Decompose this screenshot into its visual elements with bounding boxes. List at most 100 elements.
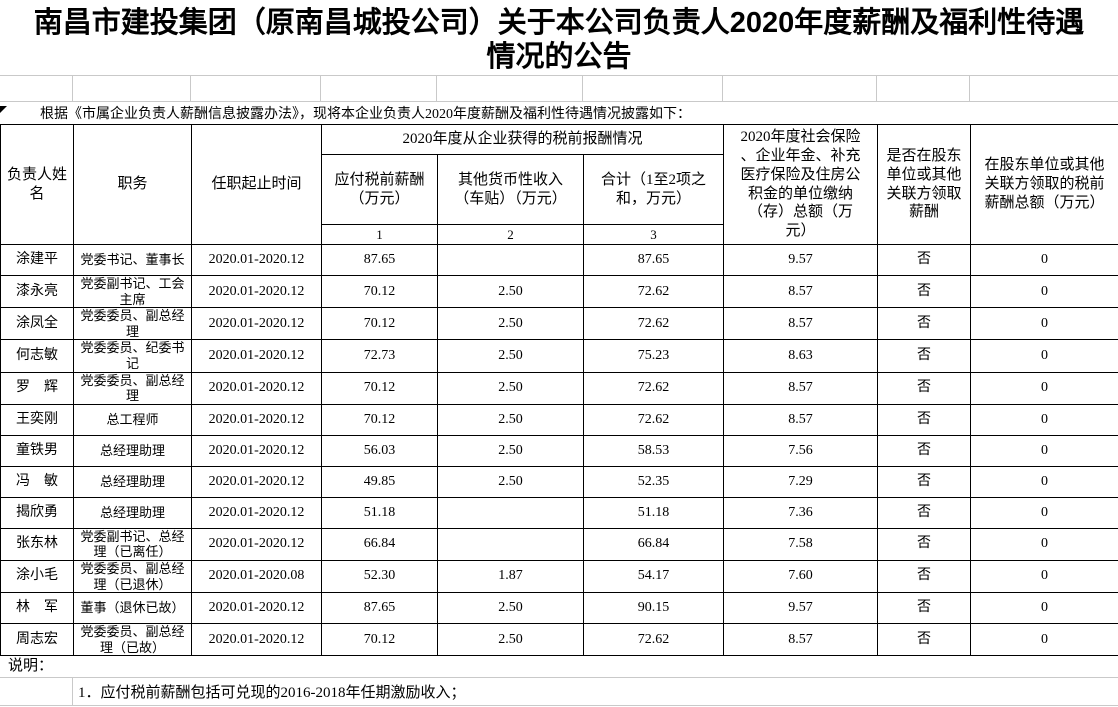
cell-social: 9.57 <box>723 244 879 276</box>
cell-name: 冯 敏 <box>0 465 74 498</box>
cell-other: 2.50 <box>437 434 584 467</box>
cell-other <box>437 527 584 561</box>
corner-marker-icon <box>0 106 7 113</box>
cell-pretax: 49.85 <box>321 465 438 498</box>
table-row: 涂小毛 党委委员、副总经理（已退休） 2020.01-2020.08 52.30 1.8… <box>0 559 1118 594</box>
header-term: 任职起止时间 <box>191 124 322 245</box>
cell-other: 2.50 <box>437 403 584 436</box>
table-row: 罗 辉党委委员、副总经理 2020.01-2020.12 70.12 2.50 72.6… <box>0 371 1118 405</box>
page-title: 南昌市建投集团（原南昌城投公司）关于本公司负责人2020年度薪酬及福利性待遇 情… <box>33 7 1085 73</box>
cell-social: 7.56 <box>723 434 879 467</box>
cell-position: 党委委员、副总经理 <box>73 371 192 405</box>
cell-social: 7.36 <box>723 496 879 529</box>
cell-total: 72.62 <box>582 403 725 436</box>
cell-pretax: 56.03 <box>321 434 438 467</box>
note-indent-cell <box>0 678 73 706</box>
grid-cell <box>583 76 723 101</box>
cell-pretax: 72.73 <box>321 339 438 373</box>
header-col-number-2: 2 <box>437 224 584 245</box>
cell-name: 王奕刚 <box>0 403 74 436</box>
cell-position: 党委副书记、工会主席 <box>73 274 192 309</box>
header-income-group: 2020年度从企业获得的税前报酬情况 <box>320 124 725 155</box>
header-position: 职务 <box>73 124 192 245</box>
cell-related-pay: 否 <box>877 244 972 276</box>
table-row: 林 军董事（退休已故） 2020.01-2020.12 87.65 2.50 90.15… <box>0 592 1118 625</box>
cell-related-amount: 0 <box>970 434 1118 467</box>
grid-cell <box>0 76 73 101</box>
cell-other: 2.50 <box>437 371 584 405</box>
cell-other: 2.50 <box>437 465 584 498</box>
cell-social: 8.63 <box>723 339 879 373</box>
cell-pretax: 87.65 <box>321 244 438 276</box>
cell-related-amount: 0 <box>970 274 1118 309</box>
spreadsheet-blank-row <box>0 75 1118 102</box>
header-other-income: 其他货币性收入 （车贴）（万元） <box>437 154 584 225</box>
table-row: 涂凤全 党委委员、副总经理 2020.01-2020.12 70.12 2.50 72.6… <box>0 307 1118 341</box>
cell-total: 75.23 <box>582 339 725 373</box>
cell-term: 2020.01-2020.12 <box>191 592 322 625</box>
cell-pretax: 51.18 <box>321 496 438 529</box>
cell-total: 72.62 <box>582 623 725 657</box>
table-row: 童铁男 总经理助理 2020.01-2020.12 56.03 2.50 58.53 7.5… <box>0 434 1118 467</box>
cell-related-pay: 否 <box>877 527 972 561</box>
cell-name: 涂小毛 <box>0 559 74 594</box>
cell-term: 2020.01-2020.12 <box>191 465 322 498</box>
table-row: 漆永亮 党委副书记、工会主席 2020.01-2020.12 70.12 2.50 72.… <box>0 274 1118 309</box>
cell-name: 童铁男 <box>0 434 74 467</box>
cell-name: 林 军 <box>0 592 74 625</box>
cell-other <box>437 496 584 529</box>
header-col-number-3: 3 <box>582 224 725 245</box>
cell-position: 党委书记、董事长 <box>73 244 192 276</box>
cell-position: 党委委员、副总经理 <box>73 307 192 341</box>
cell-term: 2020.01-2020.12 <box>191 527 322 561</box>
cell-social: 9.57 <box>723 592 879 625</box>
notes-label: 说明： <box>8 658 54 675</box>
cell-social: 8.57 <box>723 274 879 309</box>
cell-related-pay: 否 <box>877 434 972 467</box>
cell-other <box>437 244 584 276</box>
cell-related-pay: 否 <box>877 623 972 657</box>
cell-term: 2020.01-2020.12 <box>191 496 322 529</box>
cell-position: 党委副书记、总经理（已离任） <box>73 527 192 561</box>
cell-term: 2020.01-2020.12 <box>191 244 322 276</box>
cell-other: 2.50 <box>437 339 584 373</box>
cell-name: 漆永亮 <box>0 274 74 309</box>
cell-total: 87.65 <box>582 244 725 276</box>
cell-other: 2.50 <box>437 274 584 309</box>
header-col-number-1: 1 <box>321 224 438 245</box>
cell-position: 党委委员、纪委书记 <box>73 339 192 373</box>
cell-position: 党委委员、副总经理（已故） <box>73 623 192 657</box>
cell-term: 2020.01-2020.12 <box>191 274 322 309</box>
cell-position: 总经理助理 <box>73 465 192 498</box>
cell-pretax: 70.12 <box>321 371 438 405</box>
cell-position: 党委委员、副总经理（已退休） <box>73 559 192 594</box>
table-row: 张东林 党委副书记、总经理（已离任） 2020.01-2020.12 66.84 66.… <box>0 527 1118 561</box>
cell-total: 52.35 <box>582 465 725 498</box>
cell-pretax: 87.65 <box>321 592 438 625</box>
cell-related-pay: 否 <box>877 307 972 341</box>
cell-name: 涂凤全 <box>0 307 74 341</box>
cell-social: 7.60 <box>723 559 879 594</box>
cell-total: 72.62 <box>582 274 725 309</box>
cell-term: 2020.01-2020.12 <box>191 434 322 467</box>
cell-social: 7.58 <box>723 527 879 561</box>
note-row: 1．应付税前薪酬包括可兑现的2016-2018年任期激励收入； <box>0 677 1118 707</box>
cell-total: 54.17 <box>582 559 725 594</box>
grid-cell <box>970 76 1118 101</box>
header-related-amount: 在股东单位或其他 关联方领取的税前 薪酬总额（万元） <box>970 124 1118 245</box>
cell-position: 总经理助理 <box>73 434 192 467</box>
cell-related-pay: 否 <box>877 592 972 625</box>
cell-related-amount: 0 <box>970 371 1118 405</box>
cell-other: 1.87 <box>437 559 584 594</box>
cell-related-amount: 0 <box>970 307 1118 341</box>
cell-term: 2020.01-2020.12 <box>191 339 322 373</box>
cell-related-pay: 否 <box>877 403 972 436</box>
cell-total: 58.53 <box>582 434 725 467</box>
cell-related-amount: 0 <box>970 592 1118 625</box>
grid-cell <box>321 76 437 101</box>
cell-related-amount: 0 <box>970 465 1118 498</box>
cell-name: 揭欣勇 <box>0 496 74 529</box>
cell-related-amount: 0 <box>970 527 1118 561</box>
cell-position: 总工程师 <box>73 403 192 436</box>
